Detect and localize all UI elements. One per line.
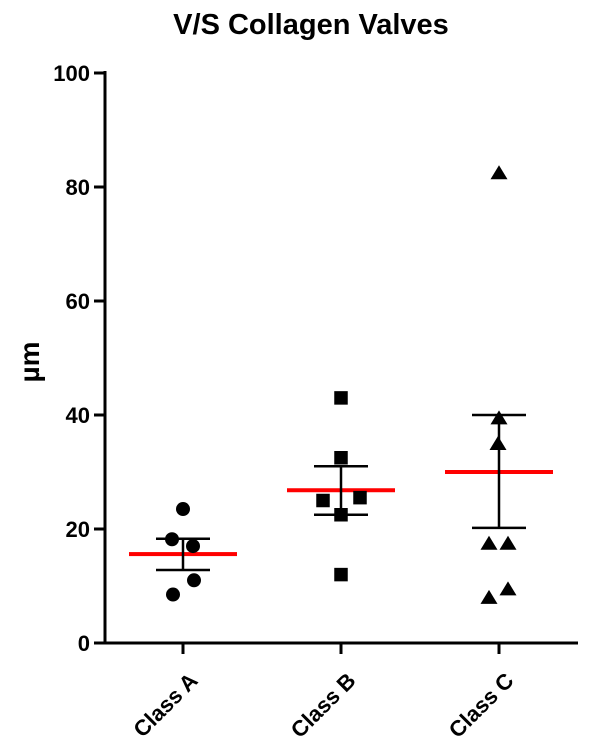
data-point-circle — [186, 539, 200, 554]
x-category-label: Class B — [286, 668, 361, 743]
data-point-circle — [187, 573, 201, 588]
data-point-triangle — [490, 410, 508, 425]
data-point-triangle — [489, 436, 507, 450]
data-point-square — [353, 490, 367, 505]
x-category-label: Class A — [128, 668, 202, 742]
data-point-square — [316, 493, 330, 508]
x-category-label: Class C — [444, 668, 519, 743]
data-point-triangle — [490, 165, 508, 180]
y-tick-label: 20 — [66, 517, 90, 542]
data-point-square — [334, 508, 348, 522]
data-point-triangle — [480, 535, 498, 550]
y-tick-label: 100 — [53, 61, 90, 86]
data-point-triangle — [499, 535, 517, 550]
data-point-circle — [165, 532, 179, 547]
data-point-square — [334, 451, 348, 465]
y-tick-label: 60 — [66, 289, 90, 314]
data-point-square — [334, 391, 348, 405]
data-point-circle — [166, 587, 180, 602]
data-point-circle — [176, 502, 190, 517]
y-tick-label: 80 — [66, 175, 90, 200]
chart-title: V/S Collagen Valves — [173, 9, 449, 41]
y-tick-label: 40 — [66, 403, 90, 428]
data-point-triangle — [480, 589, 498, 604]
data-point-square — [334, 567, 348, 582]
data-point-triangle — [499, 581, 517, 596]
y-tick-label: 0 — [78, 631, 90, 656]
